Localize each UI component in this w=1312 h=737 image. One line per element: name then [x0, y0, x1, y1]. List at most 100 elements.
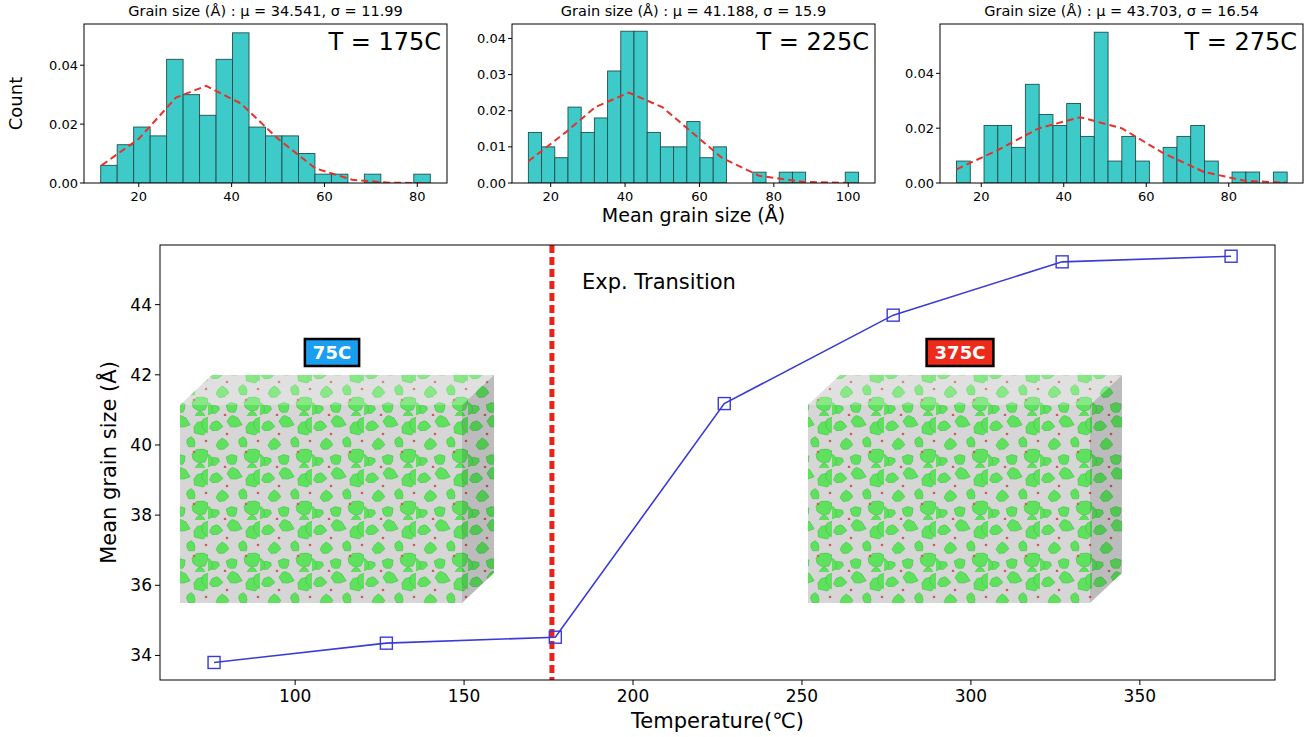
y-tick [80, 65, 84, 66]
y-tick [508, 183, 512, 184]
y-tick-label: 36 [130, 575, 152, 595]
data-point [380, 637, 392, 649]
histogram-panel: 204060801000.000.010.020.030.04Grain siz… [477, 3, 875, 226]
y-tick [80, 183, 84, 184]
data-point [1225, 250, 1237, 262]
y-tick [155, 515, 160, 516]
x-tick-label: 60 [691, 189, 708, 204]
histogram-bar [998, 125, 1012, 183]
y-tick-label: 0.04 [49, 58, 78, 73]
x-tick [848, 183, 849, 187]
histogram-bar [608, 71, 621, 183]
panel-title: Grain size (Å) : μ = 43.703, σ = 16.54 [984, 3, 1259, 19]
x-tick-label: 200 [617, 686, 649, 706]
x-tick [981, 183, 982, 187]
histogram-bar [101, 165, 117, 183]
y-tick [508, 74, 512, 75]
histogram-bar [1108, 161, 1122, 183]
histogram-bar [315, 174, 331, 183]
histogram-bar [200, 115, 216, 183]
cube-top-shade [180, 375, 494, 405]
x-tick-label: 100 [279, 686, 311, 706]
y-tick-label: 0.00 [477, 176, 506, 191]
x-tick [699, 183, 700, 187]
temperature-annotation: T = 225C [755, 28, 869, 56]
histogram-bar [1163, 147, 1177, 183]
x-tick-label: 20 [542, 189, 559, 204]
line-chart: 75C375C100150200250300350343638404244Mea… [95, 245, 1275, 733]
histogram-bar [1053, 125, 1067, 183]
x-tick [231, 183, 232, 187]
histogram-bar [1191, 125, 1205, 183]
histogram-panel: 204060800.000.020.04Grain size (Å) : μ =… [905, 3, 1303, 204]
panel-title: Grain size (Å) : μ = 34.541, σ = 11.99 [128, 3, 403, 19]
fit-curve [528, 93, 855, 183]
inset-label-box [927, 339, 994, 366]
x-tick [464, 680, 465, 685]
x-tick-label: 300 [955, 686, 987, 706]
x-tick [295, 680, 296, 685]
histogram-bar [660, 147, 673, 183]
y-tick [508, 110, 512, 111]
x-tick [138, 183, 139, 187]
inset-label: 375C [935, 342, 986, 363]
histogram-bar [581, 132, 594, 183]
y-tick-label: 0.01 [477, 139, 506, 154]
histogram-bar [555, 158, 568, 183]
histogram-bar [634, 31, 647, 183]
histogram-bar [1204, 161, 1218, 183]
x-tick [633, 680, 634, 685]
y-tick [155, 374, 160, 375]
temperature-annotation: T = 275C [1183, 28, 1297, 56]
cube-front [180, 405, 462, 603]
plot-frame [160, 245, 1275, 680]
x-tick [625, 183, 626, 187]
histogram-bar [414, 174, 430, 183]
x-tick-label: 40 [617, 189, 634, 204]
histogram-bar [1012, 147, 1026, 183]
histogram-bar [1067, 104, 1081, 184]
histogram-bar [1094, 32, 1108, 183]
y-tick-label: 0.00 [49, 176, 78, 191]
y-tick-label: 0.04 [905, 66, 934, 81]
data-point [718, 398, 730, 410]
data-line [214, 256, 1231, 662]
fit-curve [102, 86, 427, 183]
histogram-bar [150, 136, 166, 183]
x-tick [773, 183, 774, 187]
histogram-bar [1122, 136, 1136, 183]
x-tick [1228, 183, 1229, 187]
x-tick [1139, 680, 1140, 685]
x-tick-label: 20 [131, 189, 148, 204]
y-tick-label: 0.02 [49, 117, 78, 132]
y-tick-label: 38 [130, 505, 152, 525]
y-tick [508, 38, 512, 39]
data-point [887, 309, 899, 321]
x-tick-label: 60 [1138, 189, 1155, 204]
x-tick [550, 183, 551, 187]
cube-side-shade [1090, 375, 1122, 603]
x-tick [1063, 183, 1064, 187]
histogram-bar [687, 122, 700, 183]
y-tick-label: 34 [130, 645, 152, 665]
histogram-bar [621, 31, 634, 183]
y-axis-title: Count [5, 77, 26, 130]
y-axis-title: Mean grain size (Å) [95, 361, 121, 564]
y-tick-label: 0.03 [477, 67, 506, 82]
x-tick-label: 80 [1220, 189, 1237, 204]
histogram-bar [1136, 161, 1150, 183]
plot-frame [84, 24, 447, 183]
histogram-bar [845, 172, 858, 183]
cube-front [808, 405, 1090, 603]
histogram-bar [249, 127, 265, 183]
y-tick [155, 304, 160, 305]
x-tick [801, 680, 802, 685]
x-tick-label: 80 [766, 189, 783, 204]
panel-title: Grain size (Å) : μ = 41.188, σ = 15.9 [561, 3, 826, 19]
y-tick-label: 40 [130, 435, 152, 455]
histogram-bar [700, 158, 713, 183]
histogram-bar [594, 118, 607, 183]
reference-label: Exp. Transition [582, 270, 736, 294]
histogram-bar [542, 147, 555, 183]
x-tick-label: 80 [409, 189, 426, 204]
